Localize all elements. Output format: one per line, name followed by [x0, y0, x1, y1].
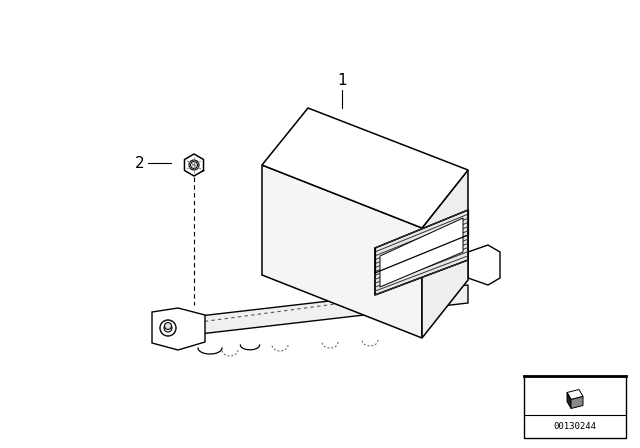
Polygon shape: [571, 396, 583, 409]
Polygon shape: [262, 108, 468, 228]
Polygon shape: [567, 389, 583, 400]
Polygon shape: [165, 285, 468, 338]
Circle shape: [189, 160, 199, 170]
Circle shape: [164, 324, 172, 332]
Polygon shape: [380, 218, 463, 287]
Circle shape: [164, 323, 172, 329]
Circle shape: [191, 161, 198, 168]
Text: 1: 1: [337, 73, 347, 87]
Polygon shape: [567, 392, 571, 409]
Polygon shape: [468, 245, 500, 285]
Text: 2: 2: [135, 155, 145, 171]
Polygon shape: [375, 210, 468, 295]
Polygon shape: [262, 165, 422, 338]
Polygon shape: [422, 170, 468, 338]
Text: 00130244: 00130244: [554, 422, 596, 431]
Polygon shape: [152, 308, 205, 350]
Circle shape: [160, 320, 176, 336]
